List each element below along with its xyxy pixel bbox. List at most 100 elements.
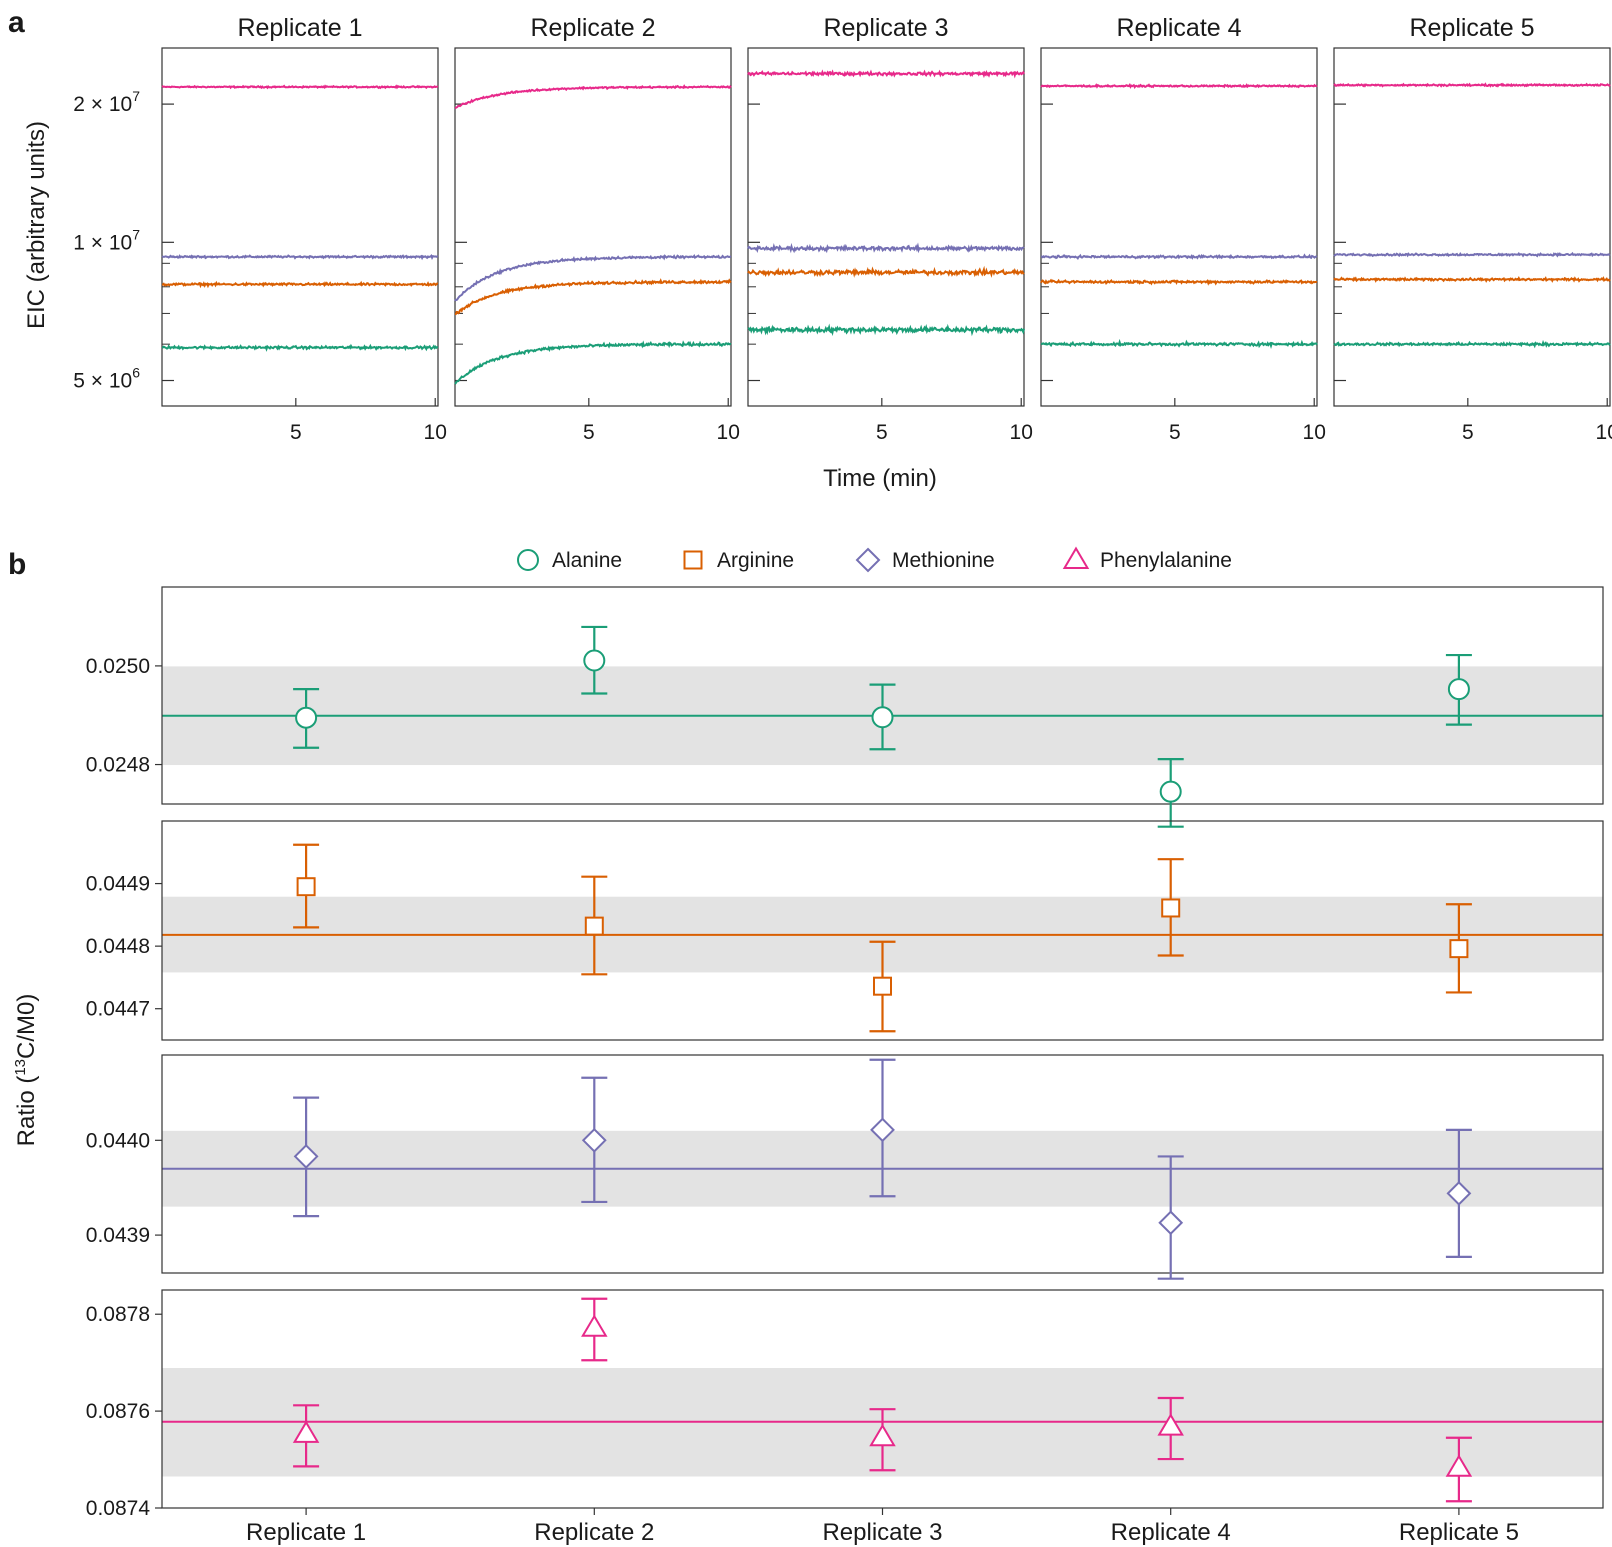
panel-b-point-phenylalanine-replicate-3 [869, 1423, 896, 1447]
panel-a-x-tick-label: 5 [290, 421, 302, 444]
panel-a-trace-phenylalanine-replicate-4 [1040, 82, 1318, 89]
panel-a-strip-replicate-1: Replicate 1 [237, 14, 362, 42]
panel-a-x-tick-label: 10 [1303, 421, 1326, 444]
panel-b-ylabel-suffix: C/M0) [13, 994, 40, 1059]
panel-b-point-alanine-replicate-3 [871, 706, 894, 729]
panel-a-x-tick-label: 5 [1462, 421, 1474, 444]
panel-a-trace-alanine-replicate-3 [747, 323, 1025, 337]
panel-a-x-tick-label: 10 [717, 421, 740, 444]
panel-a-y-tick-label: 1 × 107 [73, 226, 140, 254]
panel-b-ratio-plots: 0.0248 0.0250 0.0447 0.0448 0.0449 0.0439 0.04… [86, 586, 1604, 1546]
panel-a-trace-methionine-replicate-1 [161, 254, 439, 261]
panel-b-x-label-replicate-3: Replicate 3 [822, 1519, 942, 1546]
panel-a-trace-methionine-replicate-3 [747, 242, 1025, 254]
panel-a-trace-arginine-replicate-5 [1333, 276, 1611, 283]
panel-a-trace-phenylalanine-replicate-2 [454, 84, 732, 109]
panel-a-x-tick-label: 10 [1596, 421, 1612, 444]
panel-b-point-arginine-replicate-2 [584, 916, 604, 936]
y-tick-mantissa: 1 × 10 [73, 231, 132, 254]
legend-marker-phenylalanine [1062, 546, 1090, 569]
legend: Alanine Arginine Methionine Phenylalanine [517, 546, 1232, 573]
panel-a-strip-replicate-4: Replicate 4 [1116, 14, 1241, 42]
panel-a-trace-methionine-replicate-5 [1333, 251, 1611, 258]
y-tick-mantissa: 2 × 10 [73, 93, 132, 116]
panel-b-ylabel-prefix: Ratio ( [13, 1076, 40, 1147]
panel-a-trace-phenylalanine-replicate-5 [1333, 82, 1611, 88]
panel-b-point-arginine-replicate-1 [296, 877, 316, 897]
panel-b-x-label-replicate-5: Replicate 5 [1399, 1519, 1519, 1546]
panel-b-point-alanine-replicate-2 [583, 649, 606, 672]
panel-b-point-alanine-replicate-1 [295, 706, 318, 729]
panel-a-strip-replicate-2: Replicate 2 [530, 14, 655, 42]
legend-label-methionine: Methionine [892, 549, 995, 572]
panel-b-point-arginine-replicate-3 [873, 976, 892, 996]
panel-b-ylabel-sup: 13 [12, 1059, 29, 1076]
panel-b-ylabel: Ratio (13C/M0) [12, 994, 40, 1147]
panel-a-eic-traces: Replicate 1 5 10 Replicate 2 5 10 Replicate 3 5… [73, 14, 1612, 444]
panel-a-trace-alanine-replicate-4 [1040, 338, 1318, 349]
panel-a-trace-methionine-replicate-4 [1040, 253, 1318, 261]
panel-a-trace-phenylalanine-replicate-1 [161, 84, 439, 90]
legend-marker-arginine [683, 550, 703, 570]
panel-b-point-phenylalanine-replicate-5 [1445, 1454, 1473, 1477]
panel-b-y-tick-label-alanine: 0.0248 [86, 754, 150, 777]
panel-a-frame-replicate-3 [747, 47, 1025, 407]
panel-b-point-methionine-replicate-4 [1158, 1210, 1184, 1236]
panel-b-y-tick-label-methionine: 0.0440 [86, 1129, 150, 1152]
panel-a-trace-arginine-replicate-2 [454, 278, 732, 316]
panel-b-frame-arginine [161, 820, 1604, 1041]
panel-a-y-tick-label: 2 × 107 [73, 88, 140, 116]
panel-b-point-arginine-replicate-5 [1449, 939, 1469, 959]
panel-b-point-alanine-replicate-4 [1159, 780, 1182, 803]
panel-b-y-tick-label-arginine: 0.0447 [86, 998, 150, 1021]
panel-b-point-methionine-replicate-2 [581, 1127, 607, 1153]
panel-a-trace-arginine-replicate-1 [161, 280, 439, 289]
panel-b-point-phenylalanine-replicate-2 [581, 1314, 608, 1337]
legend-label-arginine: Arginine [717, 549, 794, 572]
panel-b-y-tick-label-arginine: 0.0449 [86, 873, 150, 896]
panel-a-xlabel: Time (min) [823, 465, 937, 492]
panel-a-x-tick-label: 5 [876, 421, 888, 444]
y-tick-mantissa: 5 × 10 [73, 370, 132, 393]
panel-a-frame-replicate-4 [1040, 47, 1318, 407]
panel-b-x-label-replicate-1: Replicate 1 [246, 1519, 366, 1546]
panel-b-y-tick-label-alanine: 0.0250 [86, 655, 150, 678]
y-tick-exponent: 7 [132, 88, 140, 104]
panel-a-frame-replicate-2 [454, 47, 732, 407]
panel-a-x-tick-label: 10 [424, 421, 447, 444]
legend-marker-alanine [517, 549, 539, 571]
panel-a-trace-alanine-replicate-2 [454, 340, 732, 385]
legend-marker-methionine [855, 547, 881, 573]
panel-a-ylabel: EIC (arbitrary units) [23, 121, 50, 329]
panel-a-trace-alanine-replicate-5 [1333, 339, 1611, 349]
panel-b-y-tick-label-phenylalanine: 0.0876 [86, 1400, 150, 1423]
panel-a-strip-replicate-5: Replicate 5 [1409, 14, 1534, 42]
panel-a-trace-arginine-replicate-4 [1040, 278, 1318, 286]
panel-a-trace-methionine-replicate-2 [454, 254, 732, 302]
panel-a-trace-alanine-replicate-1 [161, 343, 439, 352]
legend-label-alanine: Alanine [552, 549, 622, 572]
panel-b-y-tick-label-methionine: 0.0439 [86, 1224, 150, 1247]
panel-a-x-tick-label: 10 [1010, 421, 1033, 444]
panel-b-point-methionine-replicate-1 [293, 1144, 319, 1169]
panel-b-frame-alanine [161, 586, 1604, 805]
panel-b-x-label-replicate-4: Replicate 4 [1111, 1519, 1231, 1546]
panel-b-point-methionine-replicate-3 [870, 1117, 895, 1143]
legend-label-phenylalanine: Phenylalanine [1100, 549, 1232, 572]
panel-a-frame-replicate-1 [161, 47, 439, 407]
panel-a-trace-arginine-replicate-3 [747, 265, 1025, 278]
panel-b-frame-methionine [161, 1054, 1604, 1274]
panel-a-y-tick-label: 5 × 106 [73, 365, 140, 393]
panel-b-x-label-replicate-2: Replicate 2 [534, 1519, 654, 1546]
panel-b-y-tick-label-phenylalanine: 0.0874 [86, 1497, 151, 1520]
panel-a-x-tick-label: 5 [1169, 421, 1181, 444]
panel-a-trace-phenylalanine-replicate-3 [747, 69, 1025, 79]
panel-b-point-arginine-replicate-4 [1161, 898, 1181, 918]
panel-b-point-alanine-replicate-5 [1447, 678, 1470, 701]
panel-b-point-phenylalanine-replicate-1 [292, 1420, 320, 1443]
panel-b-y-tick-label-phenylalanine: 0.0878 [86, 1303, 150, 1326]
panel-b-point-phenylalanine-replicate-4 [1157, 1413, 1184, 1436]
y-tick-exponent: 7 [132, 226, 140, 242]
y-tick-exponent: 6 [132, 365, 140, 381]
